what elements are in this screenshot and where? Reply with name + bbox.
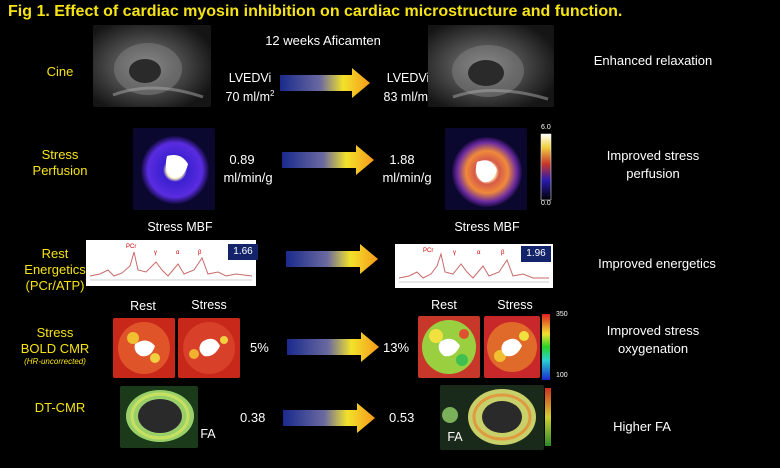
perfusion-colorbar-max: 6.0 xyxy=(541,124,551,131)
peak-label-beta: β xyxy=(198,250,202,256)
energetics-after-value: 1.96 xyxy=(521,246,551,262)
row-label-cine: Cine xyxy=(46,64,74,79)
arrow-bold xyxy=(287,332,379,362)
energetics-before-value: 1.66 xyxy=(228,244,258,260)
bold-colorbar-max: 350 xyxy=(556,311,568,318)
perfusion-before-value: 0.89 xyxy=(229,152,255,167)
result-cine: Enhanced relaxation xyxy=(593,53,713,68)
bold-rest-label-after: Rest xyxy=(431,298,457,312)
bold-rest-map-after xyxy=(418,316,480,378)
row-label-perfusion: Stress Perfusion xyxy=(32,147,88,178)
perfusion-caption-before: Stress MBF xyxy=(147,220,213,234)
bold-rest-map-before xyxy=(113,318,175,378)
bold-stress-map-after xyxy=(484,316,540,378)
cine-before-value: 70 ml/m2 xyxy=(225,89,275,105)
row-label-dtcmr: DT-CMR xyxy=(34,400,86,415)
peak-label-alpha-after: α xyxy=(477,250,481,256)
figure-title: Fig 1. Effect of cardiac myosin inhibiti… xyxy=(8,3,623,20)
peak-label-alpha: α xyxy=(176,250,180,256)
peak-label-beta-after: β xyxy=(501,250,505,256)
peak-label-gamma-after: γ xyxy=(453,250,456,256)
dtcmr-map-after xyxy=(440,385,544,450)
bold-rest-label-before: Rest xyxy=(130,299,156,313)
cine-image-after xyxy=(428,25,554,107)
cine-after-label: LVEDVi xyxy=(386,71,430,85)
row-label-energetics: Rest Energetics (PCr/ATP) xyxy=(24,246,86,293)
result-energetics: Improved energetics xyxy=(598,256,716,271)
perfusion-colorbar xyxy=(540,133,552,201)
arrow-perfusion xyxy=(282,145,374,175)
row-label-bold: Stress BOLD CMR (HR-uncorrected) xyxy=(20,325,90,366)
treatment-header: 12 weeks Aficamten xyxy=(265,33,381,48)
bold-before-value: 5% xyxy=(250,340,269,355)
cine-before-label: LVEDVi xyxy=(228,71,272,85)
spectrum-before: PCr γ α β xyxy=(86,240,256,286)
dtcmr-colorbar xyxy=(545,388,551,446)
peak-label-gamma: γ xyxy=(154,250,157,256)
bold-stress-map-before xyxy=(178,318,240,378)
arrow-dtcmr xyxy=(283,403,375,433)
perfusion-map-before xyxy=(133,128,215,210)
cine-image-before xyxy=(93,25,211,107)
perfusion-map-after xyxy=(445,128,527,210)
result-bold: Improved stress oxygenation xyxy=(606,323,700,356)
peak-label-pcr-after: PCr xyxy=(423,248,434,254)
bold-colorbar-min: 100 xyxy=(556,372,568,379)
result-dtcmr: Higher FA xyxy=(613,419,671,434)
peak-label-pcr: PCr xyxy=(126,244,137,250)
perfusion-after-value-text: 1.88 xyxy=(382,152,422,168)
perfusion-colorbar-min: 0.0 xyxy=(541,200,551,207)
bold-stress-label-before: Stress xyxy=(191,298,227,312)
bold-stress-label-after: Stress xyxy=(497,298,533,312)
arrow-cine xyxy=(280,68,370,98)
perfusion-before-unit: ml/min/g xyxy=(223,170,273,185)
dtcmr-fa-label-after: FA xyxy=(447,430,463,444)
dtcmr-fa-label-before: FA xyxy=(200,427,216,441)
arrow-energetics xyxy=(286,244,378,274)
result-perfusion: Improved stress perfusion xyxy=(606,148,700,181)
dtcmr-before-value: 0.38 xyxy=(240,410,266,425)
dtcmr-after-value: 0.53 xyxy=(389,410,415,425)
dtcmr-map-before xyxy=(120,386,198,448)
bold-colorbar xyxy=(542,314,550,380)
perfusion-caption-after: Stress MBF xyxy=(454,220,520,234)
bold-after-value: 13% xyxy=(383,340,410,355)
perfusion-after-unit: ml/min/g xyxy=(382,170,432,185)
